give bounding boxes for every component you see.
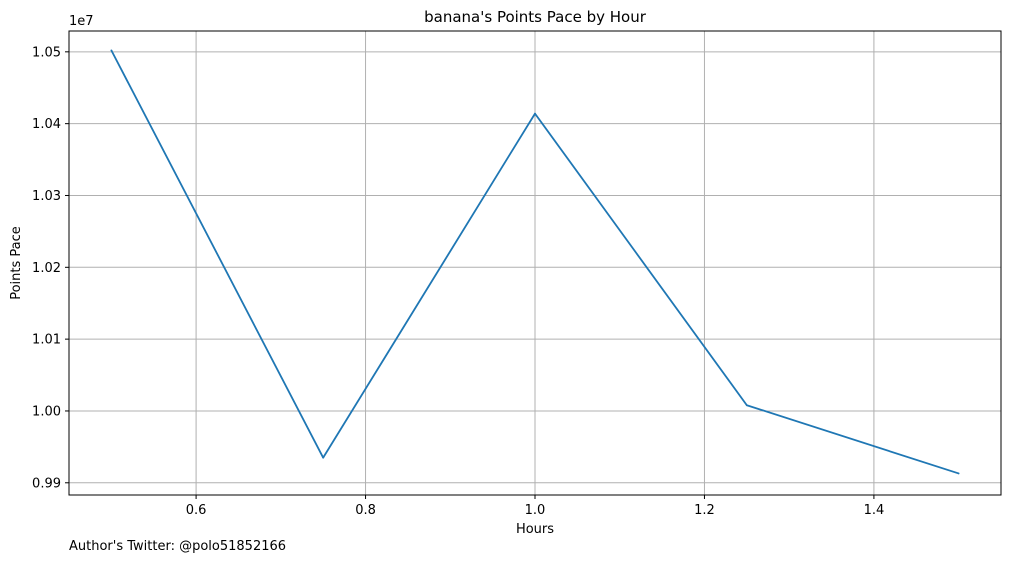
x-tick-label: 0.6: [186, 503, 207, 518]
series-layer: [110, 49, 960, 475]
y-tick-label: 1.00: [32, 404, 61, 419]
x-tick-label: 1.2: [694, 503, 715, 518]
x-tick-label: 1.0: [525, 503, 546, 518]
data-point: [322, 456, 325, 459]
y-tick-label: 1.01: [32, 333, 61, 348]
y-axis-offset-label: 1e7: [69, 14, 94, 29]
y-tick-label: 1.04: [32, 117, 61, 132]
author-twitter-credit: Author's Twitter: @polo51852166: [69, 539, 286, 554]
x-tick-label: 0.8: [355, 503, 376, 518]
data-point: [745, 404, 748, 407]
x-axis-label: Hours: [516, 522, 554, 537]
tick-layer: 0.6 0.8 1.0 1.2 1.4 0.99 1.00 1.01 1.02 1.03 1.04 1…: [32, 45, 884, 518]
y-tick-label: 1.05: [32, 45, 61, 60]
data-point: [110, 49, 113, 52]
data-point: [534, 112, 536, 115]
grid-layer: [69, 31, 1001, 495]
y-tick-label: 1.02: [32, 261, 61, 276]
y-tick-label: 0.99: [32, 476, 61, 491]
y-axis-label: Points Pace: [9, 226, 24, 300]
y-tick-label: 1.03: [32, 189, 61, 204]
x-tick-label: 1.4: [864, 503, 885, 518]
data-point: [957, 472, 960, 475]
chart-title: banana's Points Pace by Hour: [424, 8, 647, 26]
